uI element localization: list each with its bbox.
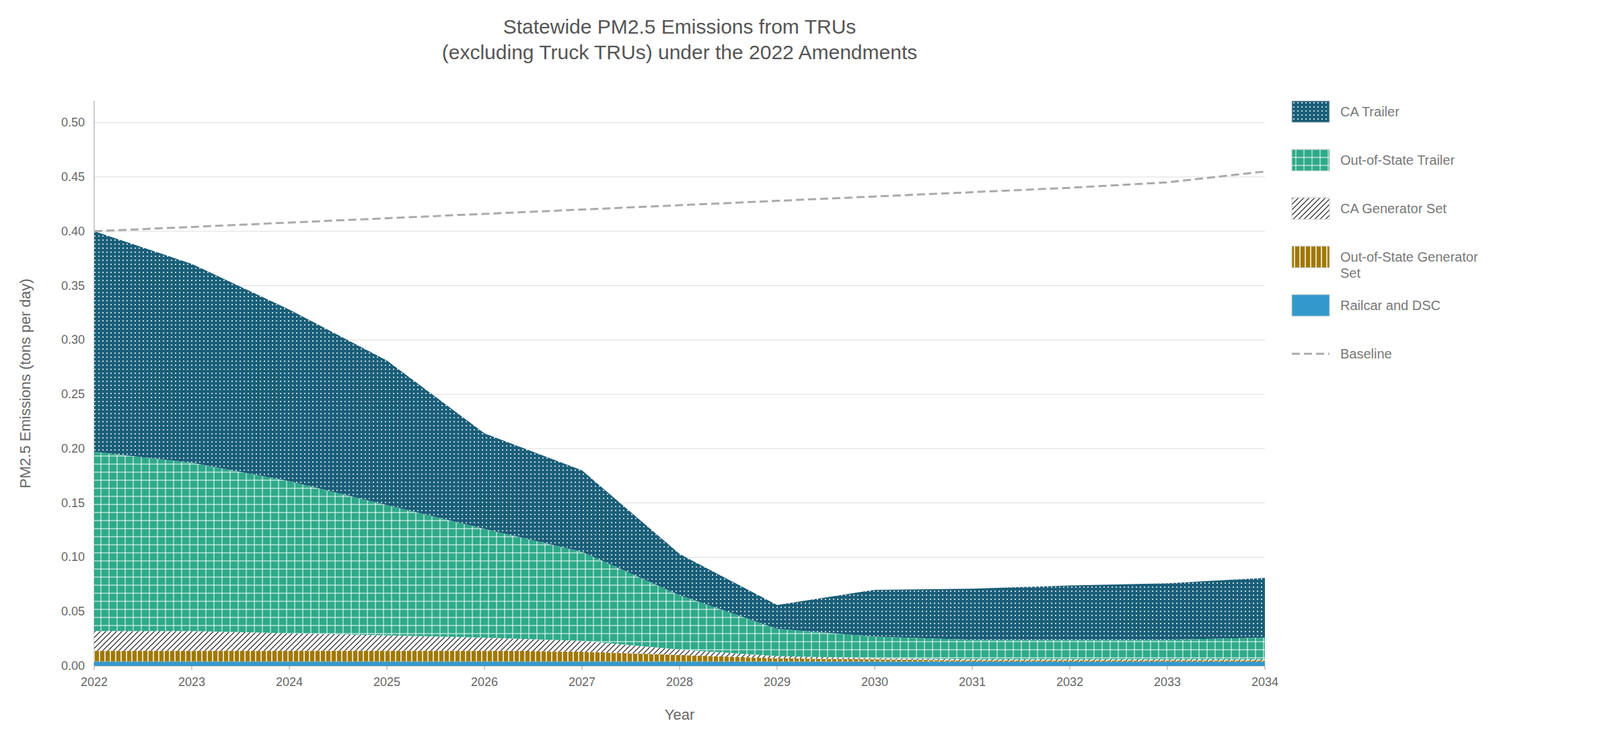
- area: [94, 231, 1265, 640]
- y-tick-label: 0.25: [61, 387, 85, 402]
- y-tick-label: 0.30: [61, 333, 85, 347]
- x-tick: [289, 666, 290, 671]
- y-tick-label: 0.40: [61, 224, 85, 239]
- x-tick: [582, 666, 583, 671]
- legend-swatch: [1291, 294, 1330, 317]
- x-tick: [972, 666, 973, 671]
- grid-line: [94, 285, 1265, 286]
- x-tick-label: 2023: [178, 675, 206, 689]
- grid: [94, 122, 1265, 667]
- y-tick-label: 0.10: [61, 550, 85, 564]
- area: [94, 662, 1265, 667]
- y-axis-label: PM2.5 Emissions (tons per day): [16, 278, 34, 489]
- x-tick-label: 2024: [275, 675, 303, 689]
- x-tick: [777, 666, 778, 671]
- y-tick-label: 0.15: [61, 496, 85, 511]
- legend-label: Out-of-State GeneratorSet: [1340, 249, 1479, 281]
- legend: CA Trailer Out-of-State Trailer CA Generat…: [1291, 100, 1479, 362]
- x-tick: [191, 666, 193, 671]
- x-tick: [1069, 666, 1071, 671]
- x-tick-label: 2033: [1153, 675, 1181, 689]
- legend-swatch: [1291, 197, 1330, 220]
- x-tick-label: 2028: [666, 675, 694, 689]
- x-tick: [1264, 666, 1266, 671]
- grid-line: [94, 122, 1265, 124]
- x-axis-label: Year: [664, 706, 695, 724]
- legend-swatch: [1291, 246, 1330, 268]
- x-tick: [1167, 666, 1169, 671]
- x-tick-label: 2032: [1056, 675, 1084, 689]
- x-tick-label: 2029: [763, 675, 791, 689]
- legend-swatch: [1291, 149, 1330, 171]
- y-tick-label: 0.20: [61, 442, 85, 456]
- x-tick-label: 2031: [958, 675, 986, 689]
- legend-label: Baseline: [1340, 346, 1393, 362]
- legend-swatch: [1291, 353, 1330, 356]
- legend-swatch: [1291, 100, 1330, 123]
- x-tick: [874, 666, 876, 671]
- legend-label: Railcar and DSC: [1340, 298, 1441, 313]
- y-tick-label: 0.50: [61, 115, 85, 130]
- y-tick-label: 0.05: [61, 604, 85, 619]
- x-tick: [94, 666, 95, 671]
- legend-label: CA Generator Set: [1340, 201, 1447, 216]
- x-tick: [679, 666, 681, 671]
- x-tick-label: 2034: [1251, 675, 1279, 689]
- y-tick-label: 0.00: [61, 659, 85, 673]
- x-tick: [484, 666, 486, 671]
- x-tick-label: 2026: [470, 675, 498, 689]
- x-tick-label: 2022: [80, 675, 108, 689]
- x-tick: [386, 666, 388, 671]
- x-tick-label: 2030: [861, 675, 889, 689]
- grid-line: [94, 176, 1265, 178]
- title: Statewide PM2.5 Emissions from TRUs(excl…: [442, 15, 918, 64]
- legend-label: CA Trailer: [1340, 104, 1400, 120]
- y-tick-label: 0.45: [61, 170, 85, 184]
- y-tick-label: 0.35: [61, 279, 85, 293]
- plot-marks: [94, 171, 1265, 667]
- legend-label: Out-of-State Trailer: [1340, 152, 1455, 168]
- grid-line: [94, 230, 1265, 232]
- line: [94, 171, 1265, 232]
- x-tick-label: 2027: [568, 675, 596, 689]
- x-tick-label: 2025: [373, 675, 401, 689]
